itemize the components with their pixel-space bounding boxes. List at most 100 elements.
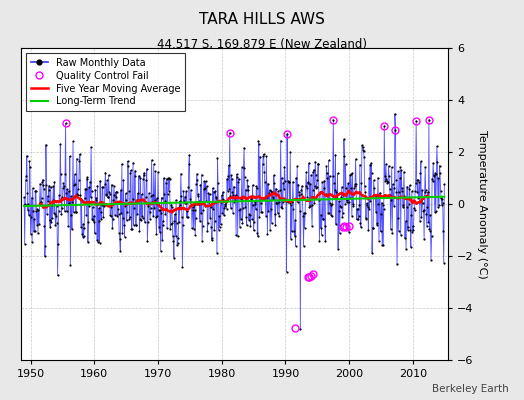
Point [143,238,151,244]
Point [356,161,364,168]
Point [391,111,399,117]
Point [231,196,239,203]
Point [334,246,342,252]
Point [94,238,102,245]
Point [130,205,138,211]
Point [325,173,334,179]
Point [268,189,276,195]
Point [195,201,203,207]
Point [370,192,379,198]
Point [196,218,204,224]
Point [90,213,98,219]
Point [139,172,148,178]
Point [267,188,275,194]
Point [224,162,233,168]
Point [183,214,192,220]
Point [336,203,344,209]
Point [298,183,306,189]
Point [301,183,310,190]
Point [129,222,138,228]
Point [24,201,32,207]
Point [328,200,336,207]
Point [305,204,313,211]
Point [162,176,171,182]
Point [355,202,364,208]
Point [34,230,42,236]
Point [106,213,115,220]
Point [434,175,443,182]
Point [416,170,424,176]
Point [399,202,408,208]
Point [439,200,447,207]
Point [91,230,99,236]
Point [173,242,181,248]
Point [67,212,75,218]
Point [260,169,268,176]
Point [429,178,437,184]
Point [230,199,238,205]
Point [60,183,68,190]
Point [122,190,130,197]
Point [435,162,444,169]
Point [304,179,312,185]
Point [38,195,46,201]
Point [187,202,195,208]
Point [65,200,73,207]
Point [307,172,315,178]
Point [180,200,189,206]
Point [144,219,152,225]
Point [368,224,377,231]
Point [147,157,156,163]
Point [406,227,414,234]
Point [166,226,174,232]
Point [116,236,124,242]
Point [418,187,426,193]
Point [181,200,190,207]
Point [345,199,353,206]
Point [357,180,366,186]
Point [267,220,276,227]
Point [140,219,149,226]
Point [377,211,385,218]
Point [308,223,316,230]
Point [148,192,157,198]
Point [132,222,140,228]
Point [258,195,266,202]
Point [389,193,398,200]
Point [336,204,345,210]
Point [225,186,233,192]
Point [43,211,51,218]
Point [38,179,47,186]
Point [322,163,331,170]
Point [196,181,205,188]
Point [182,214,191,220]
Point [105,189,113,196]
Point [236,224,244,230]
Point [64,223,72,229]
Point [119,215,127,221]
Point [351,181,359,188]
Point [241,204,249,210]
Point [361,183,369,190]
Point [342,199,351,206]
Point [374,174,382,181]
Point [436,188,445,194]
Point [22,172,30,179]
Point [78,197,86,203]
Point [382,176,390,182]
Point [356,220,365,226]
Point [125,216,134,222]
Point [157,248,165,254]
Point [23,152,31,159]
Point [259,151,268,158]
Point [438,196,446,202]
Point [271,211,279,218]
Point [204,220,212,226]
Point [126,169,135,176]
Point [341,161,350,167]
Point [75,158,84,164]
Point [153,195,161,202]
Point [98,184,106,190]
Point [148,199,156,205]
Point [102,191,111,198]
